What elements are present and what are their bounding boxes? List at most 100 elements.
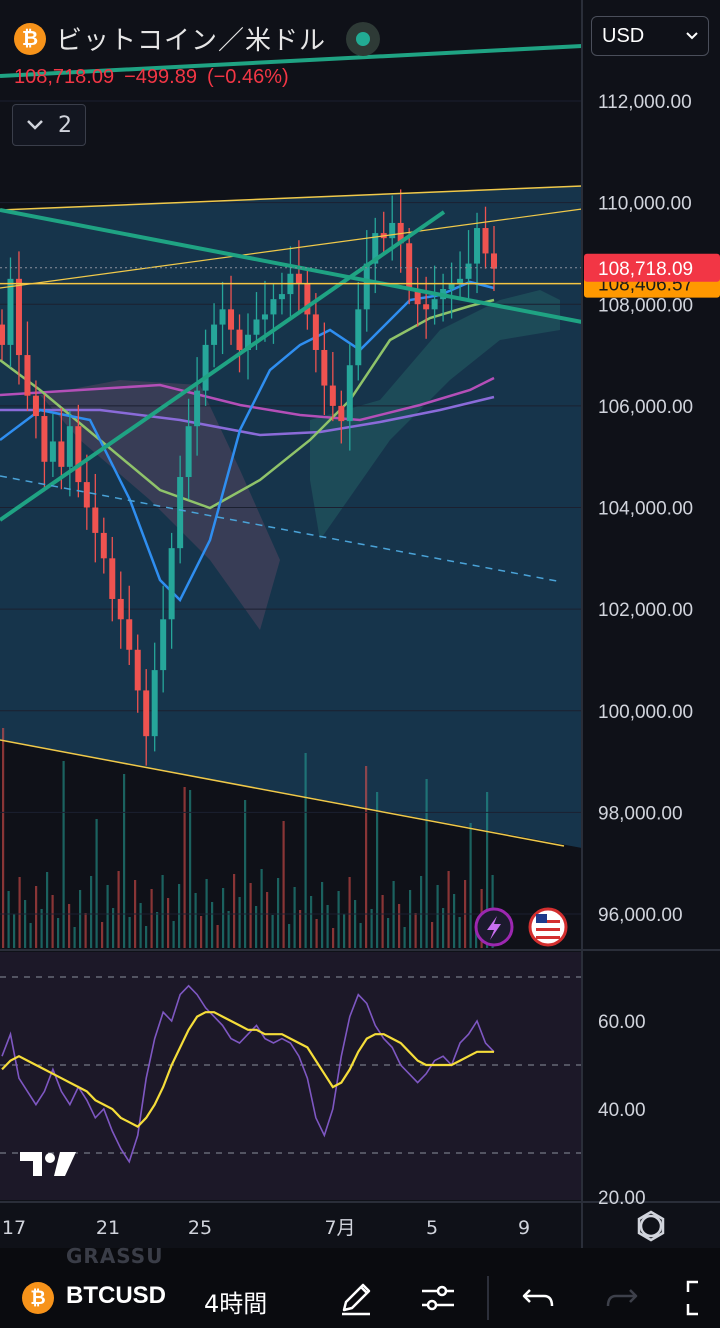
rsi-axis: 60.00 40.00 20.00 <box>598 1012 646 1209</box>
rsi-plot <box>0 976 582 1164</box>
interval-button[interactable]: 4時間 <box>204 1290 268 1318</box>
candle-body <box>7 278 14 345</box>
candlesticks <box>0 189 497 766</box>
toolbar-separator <box>487 1276 489 1320</box>
price-tick-label: 110,000.00 <box>598 194 692 215</box>
volume-bar <box>387 918 390 948</box>
trendline-dashed <box>0 475 563 583</box>
last-price-label-bg <box>584 253 720 282</box>
volume-bar <box>123 774 126 948</box>
candle-body <box>321 349 328 386</box>
ma-magenta-line <box>0 376 495 422</box>
channel-top-line <box>0 185 583 211</box>
volume-bar <box>359 923 362 948</box>
symbol-title: ビットコイン／米ドル <box>56 26 327 56</box>
time-tick-label: 21 <box>96 1217 120 1239</box>
volume-bar <box>189 790 192 948</box>
trendline-green-top <box>0 44 583 78</box>
moving-averages <box>0 280 495 603</box>
us-flag-event-icon[interactable] <box>528 907 568 947</box>
candle-body <box>482 228 489 254</box>
candle-body <box>304 283 311 315</box>
candle-body <box>202 344 209 391</box>
candle-body <box>312 314 319 350</box>
volume-bar <box>35 886 38 948</box>
candle-body <box>134 649 141 691</box>
volume-bar <box>46 872 49 948</box>
volume-bar <box>106 885 109 948</box>
volume-bar <box>310 896 313 948</box>
volume-bar <box>365 766 368 948</box>
grid <box>0 100 582 915</box>
candle-body <box>431 299 438 310</box>
fullscreen-icon[interactable] <box>684 1278 720 1318</box>
currency-select[interactable]: USD <box>591 16 709 56</box>
candle-body <box>58 441 65 467</box>
candle-body <box>41 416 48 462</box>
candle-body <box>168 548 175 620</box>
volume-bar <box>469 823 472 948</box>
volume-bar <box>101 922 104 948</box>
price-tick-label: 100,000.00 <box>598 702 693 723</box>
volume-bar <box>315 919 318 948</box>
price-tick-label: 98,000.00 <box>598 803 683 824</box>
price-change: −499.89 <box>124 66 197 88</box>
volume-bar <box>293 887 296 948</box>
volume-bar <box>354 900 357 948</box>
lightning-glyph <box>487 916 501 940</box>
price-axis[interactable]: 112,000.00 110,000.00 108,000.00 106,000.00… <box>598 92 693 926</box>
rsi-tick-label: 20.00 <box>598 1188 646 1209</box>
candle-body <box>389 222 396 239</box>
ma-purple-line <box>0 395 495 437</box>
candle-body <box>219 309 226 325</box>
price-change-percent: (−0.46%) <box>206 66 289 88</box>
volume-bar <box>326 905 329 948</box>
candle-body <box>346 365 353 422</box>
volume-bar <box>332 928 335 948</box>
candle-body <box>228 309 235 330</box>
volume-bar <box>398 904 401 948</box>
volume-bar <box>425 779 428 948</box>
draw-pen-icon[interactable] <box>336 1278 376 1318</box>
volume-bar <box>414 913 417 948</box>
candle-body <box>355 309 362 366</box>
indicators-toggle-button[interactable]: 2 <box>12 104 86 146</box>
symbol-button[interactable]: BTCUSD <box>66 1282 166 1309</box>
volume-bar <box>90 876 93 948</box>
ma-green-line <box>0 298 495 510</box>
indicator-settings-icon[interactable] <box>418 1278 458 1318</box>
candle-body <box>448 283 455 290</box>
time-axis[interactable]: 17 21 25 7月 5 9 <box>2 1217 530 1239</box>
volume-bar <box>376 792 379 948</box>
price-tick-label: 96,000.00 <box>598 905 683 926</box>
candle-body <box>100 532 107 559</box>
candle-body <box>151 670 158 737</box>
volume-bar <box>343 914 346 948</box>
candle-body <box>329 385 336 406</box>
volume-bar <box>348 877 351 948</box>
candle-body <box>414 289 421 305</box>
redo-icon[interactable] <box>602 1278 642 1318</box>
candle-body <box>0 324 5 345</box>
trendline-green-up <box>0 210 446 522</box>
volume-bar <box>2 728 5 948</box>
candle-body <box>406 243 413 290</box>
candle-body <box>143 690 150 737</box>
rsi-line <box>1 984 495 1164</box>
candle-body <box>49 441 56 462</box>
trendline-yellow-thin <box>0 208 583 289</box>
volume-bar <box>29 923 32 948</box>
volume-bar <box>156 912 159 948</box>
candle-body <box>24 355 31 396</box>
candle-body <box>295 273 302 284</box>
chevron-down-icon <box>27 120 43 130</box>
candle-body <box>491 253 497 269</box>
candle-body <box>126 619 133 650</box>
volume-bar <box>194 893 197 948</box>
scale-settings-icon[interactable] <box>639 1214 663 1238</box>
symbol-title-row[interactable]: ₿ ビットコイン／米ドル <box>14 20 381 57</box>
candle-body <box>465 263 472 279</box>
undo-icon[interactable] <box>518 1278 558 1318</box>
